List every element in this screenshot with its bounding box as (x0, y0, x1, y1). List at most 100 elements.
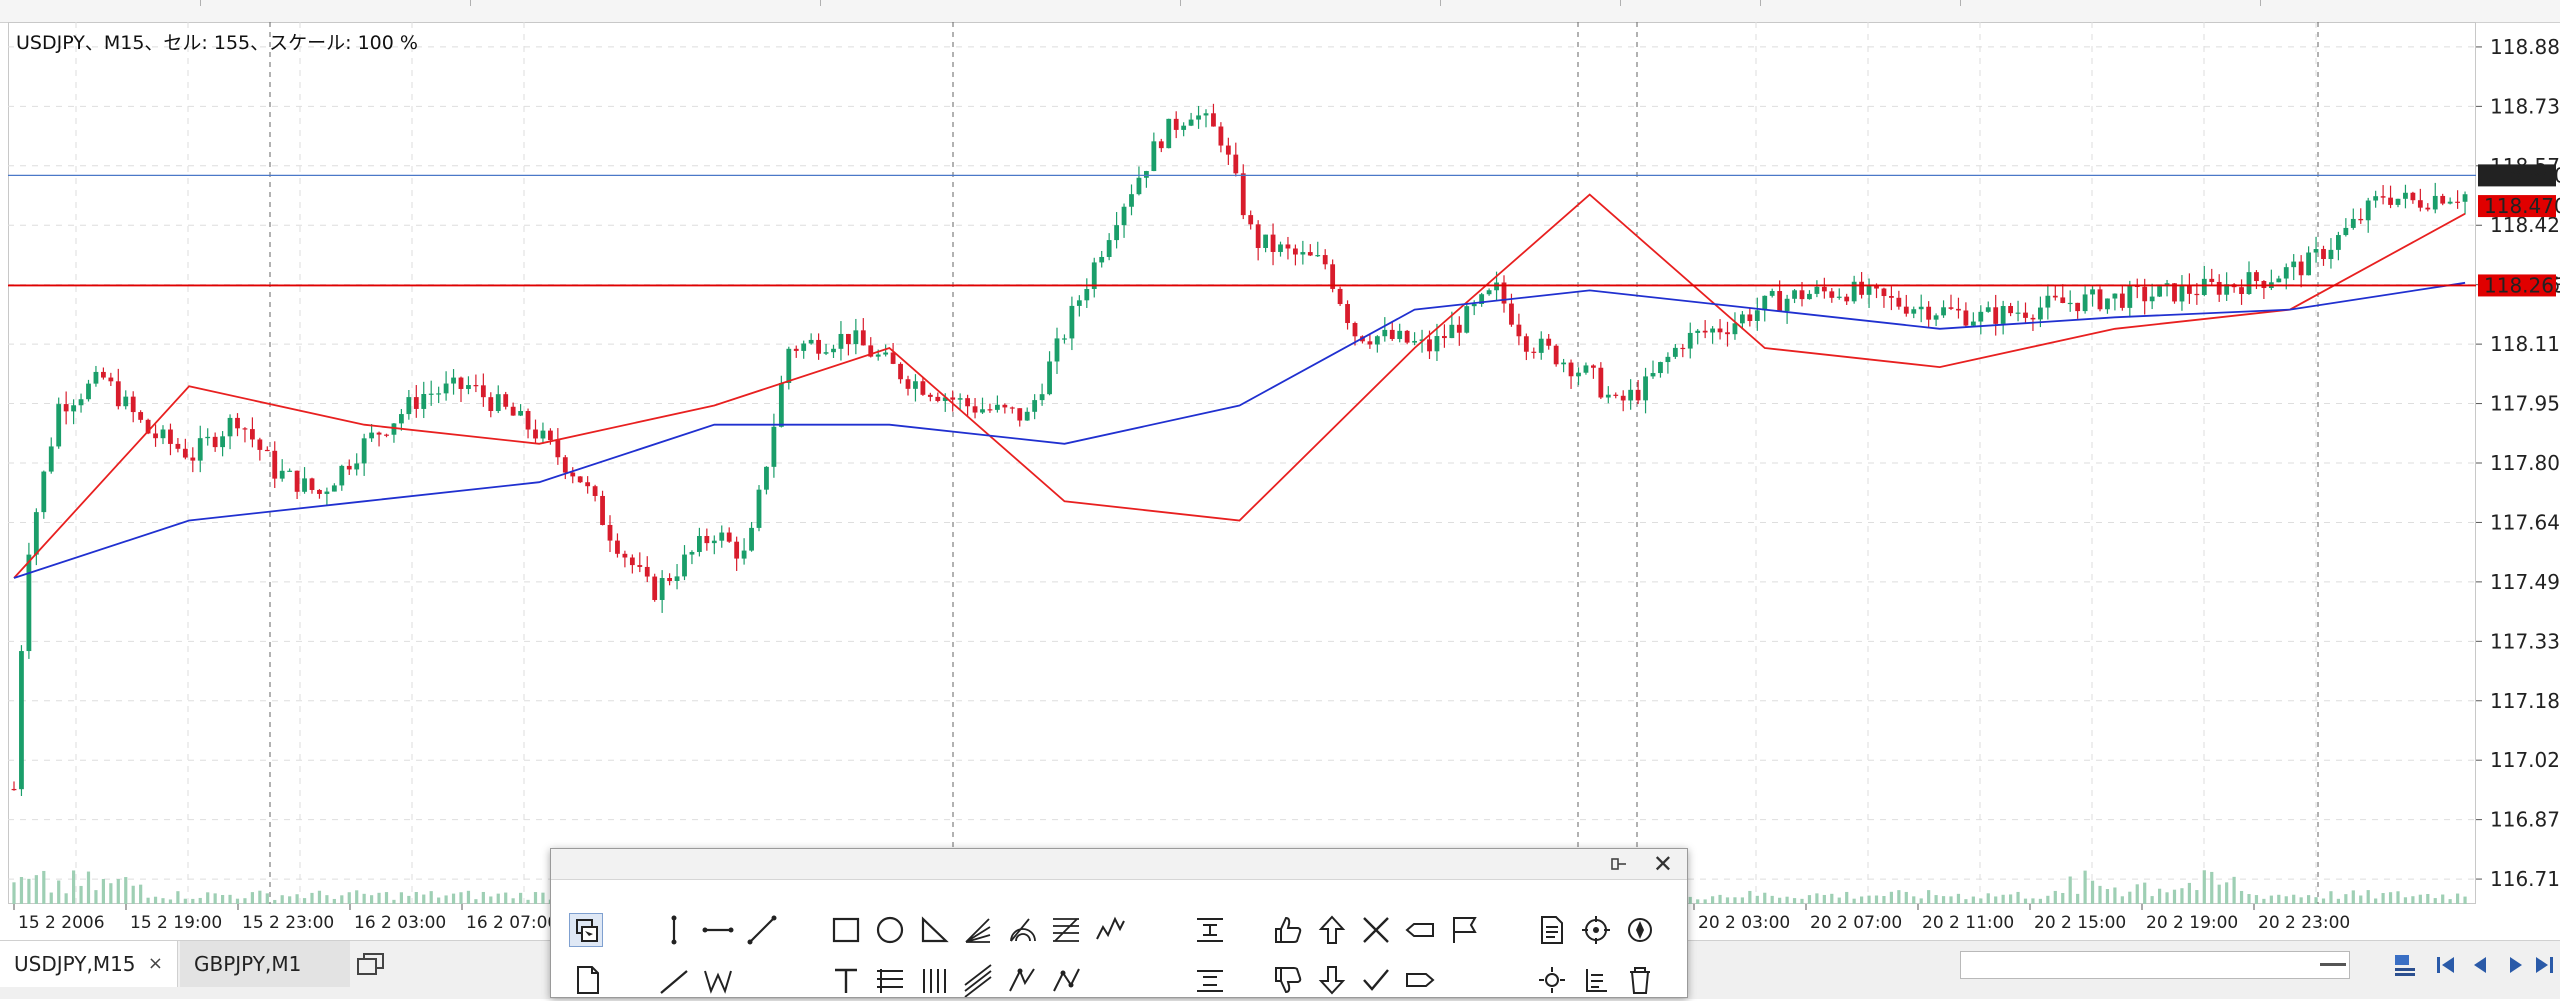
wave-pattern-icon[interactable] (701, 963, 735, 997)
text-icon[interactable] (829, 963, 863, 997)
new-document-icon[interactable] (571, 963, 605, 997)
candle-body (399, 414, 404, 424)
candle-body (1449, 324, 1455, 339)
check-icon[interactable] (1359, 963, 1393, 997)
drawing-tools-panel[interactable]: ✕ (550, 848, 1688, 998)
candle-body (1650, 373, 1656, 377)
candle-body (168, 429, 173, 444)
chart-shift-icon[interactable] (2392, 951, 2418, 979)
fibonacci-retracement-icon[interactable] (1049, 913, 1083, 947)
cross-icon[interactable] (1359, 913, 1393, 947)
select-cursor-icon[interactable] (569, 913, 603, 947)
candle-body (78, 399, 84, 406)
ray-icon[interactable] (657, 963, 691, 997)
scroll-left-icon[interactable] (2468, 951, 2494, 979)
horizontal-line-icon[interactable] (701, 913, 735, 947)
scroll-to-end-icon[interactable] (2532, 951, 2558, 979)
trend-line-icon[interactable] (745, 913, 779, 947)
equidistant-channel-icon[interactable] (1193, 963, 1227, 997)
candle-body (778, 382, 784, 427)
candle-body (1658, 362, 1663, 374)
candle-body (354, 463, 360, 470)
scroll-to-start-icon[interactable] (2434, 951, 2460, 979)
candle-body (853, 330, 859, 345)
fibonacci-fan-icon[interactable] (961, 913, 995, 947)
candle-body (995, 404, 1000, 410)
candle-body (190, 457, 196, 461)
price-label-icon[interactable] (1403, 913, 1437, 947)
pitchfork-icon[interactable] (873, 963, 907, 997)
fibonacci-arcs-icon[interactable] (1005, 913, 1039, 947)
arrow-down-icon[interactable] (1315, 963, 1349, 997)
chart-scrollbar[interactable] (1960, 951, 2350, 979)
price-chart[interactable]: 118.885118.730118.575118.420118.265118.1… (0, 0, 2560, 940)
candle-body (302, 478, 307, 492)
volume-bar (422, 894, 426, 904)
cycle-lines-icon[interactable] (1005, 963, 1039, 997)
tab-close-icon[interactable]: × (147, 953, 163, 974)
pin-icon[interactable] (1609, 855, 1629, 877)
time-tick-label: 16 2 03:00 (354, 913, 446, 933)
volume-bar (466, 890, 471, 904)
volume-bar (1837, 897, 1841, 904)
regression-channel-icon[interactable] (961, 963, 995, 998)
candle-body (972, 406, 978, 413)
candle-body (711, 540, 717, 544)
candle-body (555, 440, 561, 458)
candle-body (2291, 261, 2297, 268)
time-tick-label: 15 2 23:00 (242, 913, 334, 933)
candle-body (1605, 394, 1611, 398)
volume-bar (2053, 890, 2057, 904)
candle-body (525, 411, 531, 430)
candle-body (1345, 304, 1350, 324)
ellipse-icon[interactable] (873, 913, 907, 947)
candle-body (1315, 255, 1321, 257)
candle-body (2149, 296, 2155, 302)
scroll-right-icon[interactable] (2502, 951, 2528, 979)
elliott-wave-icon[interactable] (1093, 913, 1127, 947)
candle-body (2082, 294, 2088, 312)
scroll-thumb[interactable] (2320, 963, 2346, 966)
volume-bar (42, 870, 46, 904)
candle-body (1851, 281, 1857, 302)
delete-trash-icon[interactable] (1623, 963, 1657, 997)
candle-body (2097, 289, 2103, 310)
target-icon[interactable] (1579, 913, 1613, 947)
rectangle-icon[interactable] (829, 913, 863, 947)
object-list-icon[interactable] (1579, 963, 1613, 997)
tab-usdjpy-m15[interactable]: USDJPY,M15 × (0, 941, 178, 987)
thumbs-down-icon[interactable] (1271, 963, 1305, 997)
vertical-line-icon[interactable] (657, 913, 691, 947)
tab-gbpjpy-m1[interactable]: GBPJPY,M1 (180, 941, 350, 987)
right-price-label-icon[interactable] (1403, 963, 1437, 997)
volume-bar (2098, 885, 2102, 904)
candle-body (1643, 376, 1648, 401)
candle-body (2380, 196, 2386, 198)
text-note-icon[interactable] (1535, 913, 1569, 947)
candle-body (1404, 330, 1410, 343)
volume-bar (2225, 882, 2229, 904)
volume-bar (414, 892, 418, 904)
candle-body (577, 476, 583, 483)
settings-gear-icon[interactable] (1535, 963, 1569, 997)
triangle-icon[interactable] (917, 913, 951, 947)
candle-body (1970, 321, 1976, 326)
candle-body (1151, 141, 1157, 172)
drawing-panel-header[interactable]: ✕ (551, 849, 1687, 880)
candle-body (1233, 154, 1239, 174)
volume-bar (2165, 892, 2169, 904)
candle-body (1479, 294, 1485, 304)
close-icon[interactable]: ✕ (1652, 850, 1673, 878)
gann-tools-icon[interactable] (917, 963, 951, 997)
flag-icon[interactable] (1447, 913, 1481, 947)
thumbs-up-icon[interactable] (1271, 913, 1305, 947)
candle-body (212, 436, 218, 448)
volume-bar (86, 871, 91, 904)
channel-tools-icon[interactable] (1193, 913, 1227, 947)
volume-bar (1770, 895, 1774, 904)
crosshair-target-icon[interactable] (1623, 913, 1657, 947)
window-restore-icon[interactable] (356, 951, 386, 977)
volume-bar (2143, 882, 2147, 904)
fibonacci-extension-icon[interactable] (1049, 963, 1083, 997)
arrow-up-icon[interactable] (1315, 913, 1349, 947)
